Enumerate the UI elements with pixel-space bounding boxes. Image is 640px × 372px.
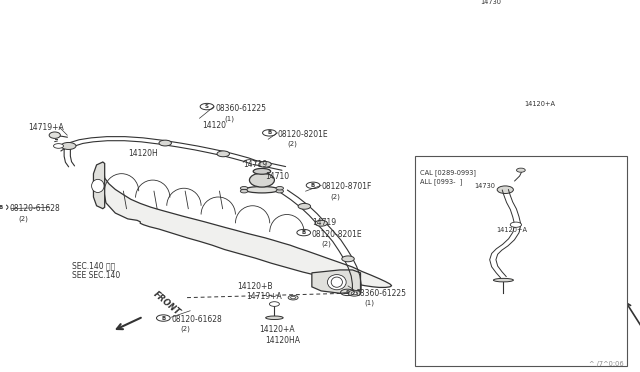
Ellipse shape (250, 173, 275, 187)
Circle shape (217, 151, 230, 157)
Text: CAL [0289-0993]: CAL [0289-0993] (420, 169, 476, 176)
Text: (2): (2) (321, 240, 331, 247)
Circle shape (315, 220, 328, 226)
Circle shape (159, 140, 172, 146)
Ellipse shape (244, 186, 279, 193)
Circle shape (61, 142, 76, 150)
Ellipse shape (328, 275, 346, 290)
Ellipse shape (92, 179, 104, 192)
Text: 14719+A: 14719+A (28, 122, 64, 132)
Text: (2): (2) (287, 141, 297, 147)
Circle shape (276, 189, 284, 193)
Circle shape (276, 186, 284, 190)
Text: FRONT: FRONT (152, 290, 182, 317)
Ellipse shape (493, 278, 513, 282)
Text: ALL [0993-  ]: ALL [0993- ] (420, 178, 462, 185)
Text: 14719: 14719 (243, 160, 268, 169)
Polygon shape (103, 162, 392, 288)
Text: 14719+A: 14719+A (246, 292, 282, 301)
Text: 14120H: 14120H (128, 149, 157, 158)
Text: B: B (161, 315, 166, 321)
Text: 08120-8701F: 08120-8701F (321, 182, 372, 191)
Text: 08120-8201E: 08120-8201E (278, 130, 328, 139)
Text: 14710: 14710 (265, 171, 289, 180)
Text: B: B (311, 183, 316, 188)
Bar (415, 156, 627, 366)
Circle shape (259, 161, 271, 167)
Text: 14120: 14120 (203, 121, 227, 130)
Text: SEE SEC.140: SEE SEC.140 (72, 271, 120, 280)
Circle shape (54, 144, 63, 148)
Text: B: B (0, 205, 3, 210)
Circle shape (298, 203, 310, 209)
Polygon shape (312, 270, 360, 293)
Text: 14719: 14719 (312, 218, 336, 227)
Text: B: B (268, 130, 271, 135)
Text: ^ /7^0:06: ^ /7^0:06 (589, 361, 624, 367)
Text: 14120+A: 14120+A (496, 227, 527, 233)
Circle shape (269, 302, 280, 307)
Circle shape (348, 290, 360, 296)
Ellipse shape (266, 316, 283, 320)
Circle shape (241, 186, 248, 190)
Text: S: S (346, 290, 349, 295)
Text: 08360-61225: 08360-61225 (356, 289, 406, 298)
Text: B: B (301, 230, 306, 235)
Text: 14120+A: 14120+A (259, 325, 294, 334)
Circle shape (241, 189, 248, 193)
Text: (2): (2) (19, 215, 28, 222)
Text: 08360-61225: 08360-61225 (215, 103, 266, 113)
Text: 14120+B: 14120+B (237, 282, 273, 291)
Circle shape (516, 168, 525, 172)
Text: (1): (1) (364, 300, 374, 307)
Circle shape (351, 292, 357, 295)
Text: 08120-61628: 08120-61628 (172, 315, 222, 324)
Polygon shape (93, 162, 105, 209)
Text: 14730: 14730 (481, 0, 501, 4)
Text: S: S (205, 104, 209, 109)
Text: 08120-8201E: 08120-8201E (312, 230, 362, 238)
Text: (2): (2) (181, 326, 191, 332)
Text: 14120HA: 14120HA (265, 336, 300, 345)
Text: (1): (1) (225, 115, 234, 122)
Circle shape (288, 295, 298, 300)
Circle shape (497, 186, 513, 193)
Text: (2): (2) (331, 194, 340, 200)
Text: 14730: 14730 (474, 183, 495, 189)
Text: 14120+A: 14120+A (524, 101, 555, 107)
Ellipse shape (49, 132, 60, 138)
Circle shape (291, 296, 296, 299)
Circle shape (342, 256, 355, 262)
Text: 08120-61628: 08120-61628 (9, 204, 60, 213)
Text: SEC.140 参照: SEC.140 参照 (72, 261, 115, 270)
Circle shape (510, 222, 522, 227)
Ellipse shape (253, 169, 271, 174)
